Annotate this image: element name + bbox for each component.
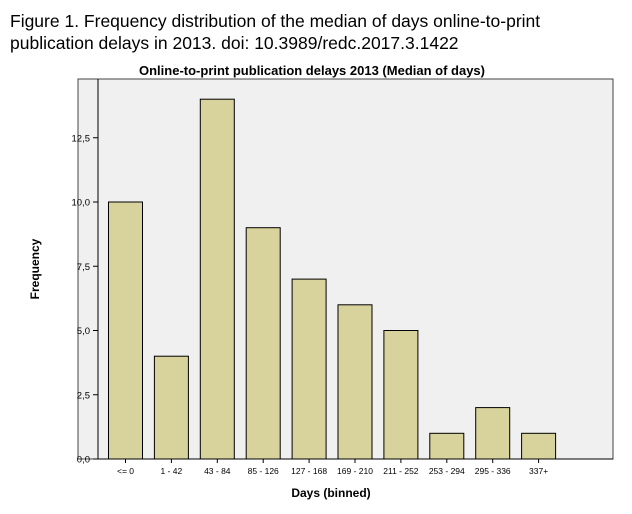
x-tick-label: 253 - 294 xyxy=(429,466,465,476)
bar-7 xyxy=(429,432,465,460)
figure-caption-line-1: Figure 1. Frequency distribution of the … xyxy=(10,11,541,31)
x-tick-label: 169 - 210 xyxy=(337,466,373,476)
x-tick-label: 1 - 42 xyxy=(161,466,183,476)
x-ticks-group: <= 0 1 - 42 43 - 84 85 - 126 127 - 168 169 - … xyxy=(117,459,548,476)
bar-2 xyxy=(199,98,235,460)
bar-3 xyxy=(245,227,281,460)
x-tick-label: 127 - 168 xyxy=(291,466,327,476)
y-axis-label: Frequency xyxy=(28,238,42,299)
x-tick-label: 211 - 252 xyxy=(383,466,419,476)
y-tick-label: 12,5 xyxy=(72,133,91,144)
y-tick-label: 10,0 xyxy=(72,198,91,209)
chart-title: Online-to-print publication delays 2013 … xyxy=(139,63,485,78)
bar-0 xyxy=(108,201,143,460)
x-tick-label: <= 0 xyxy=(117,466,134,476)
bar-5 xyxy=(337,304,373,460)
y-tick-label: 2,5 xyxy=(77,390,90,401)
bar-9 xyxy=(521,432,557,460)
y-tick-label: 5,0 xyxy=(77,326,90,337)
bar-1 xyxy=(153,355,189,460)
y-tick-label: 7,5 xyxy=(77,262,90,273)
figure-caption: Figure 1. Frequency distribution of the … xyxy=(10,10,620,54)
bar-8 xyxy=(475,407,511,460)
x-tick-label: 85 - 126 xyxy=(248,466,279,476)
x-tick-label: 43 - 84 xyxy=(204,466,231,476)
x-axis-label: Days (binned) xyxy=(291,486,370,500)
x-tick-label: 295 - 336 xyxy=(475,466,511,476)
figure-caption-line-2: publication delays in 2013. doi: 10.3989… xyxy=(10,33,459,53)
y-ticks-group: 0,0 2,5 5,0 7,5 10,0 12,5 xyxy=(72,133,98,466)
x-tick-label: 337+ xyxy=(529,466,548,476)
bar-4 xyxy=(291,278,327,460)
y-tick-label: 0,0 xyxy=(77,455,90,466)
bar-6 xyxy=(383,330,419,460)
bars-group xyxy=(108,98,557,460)
